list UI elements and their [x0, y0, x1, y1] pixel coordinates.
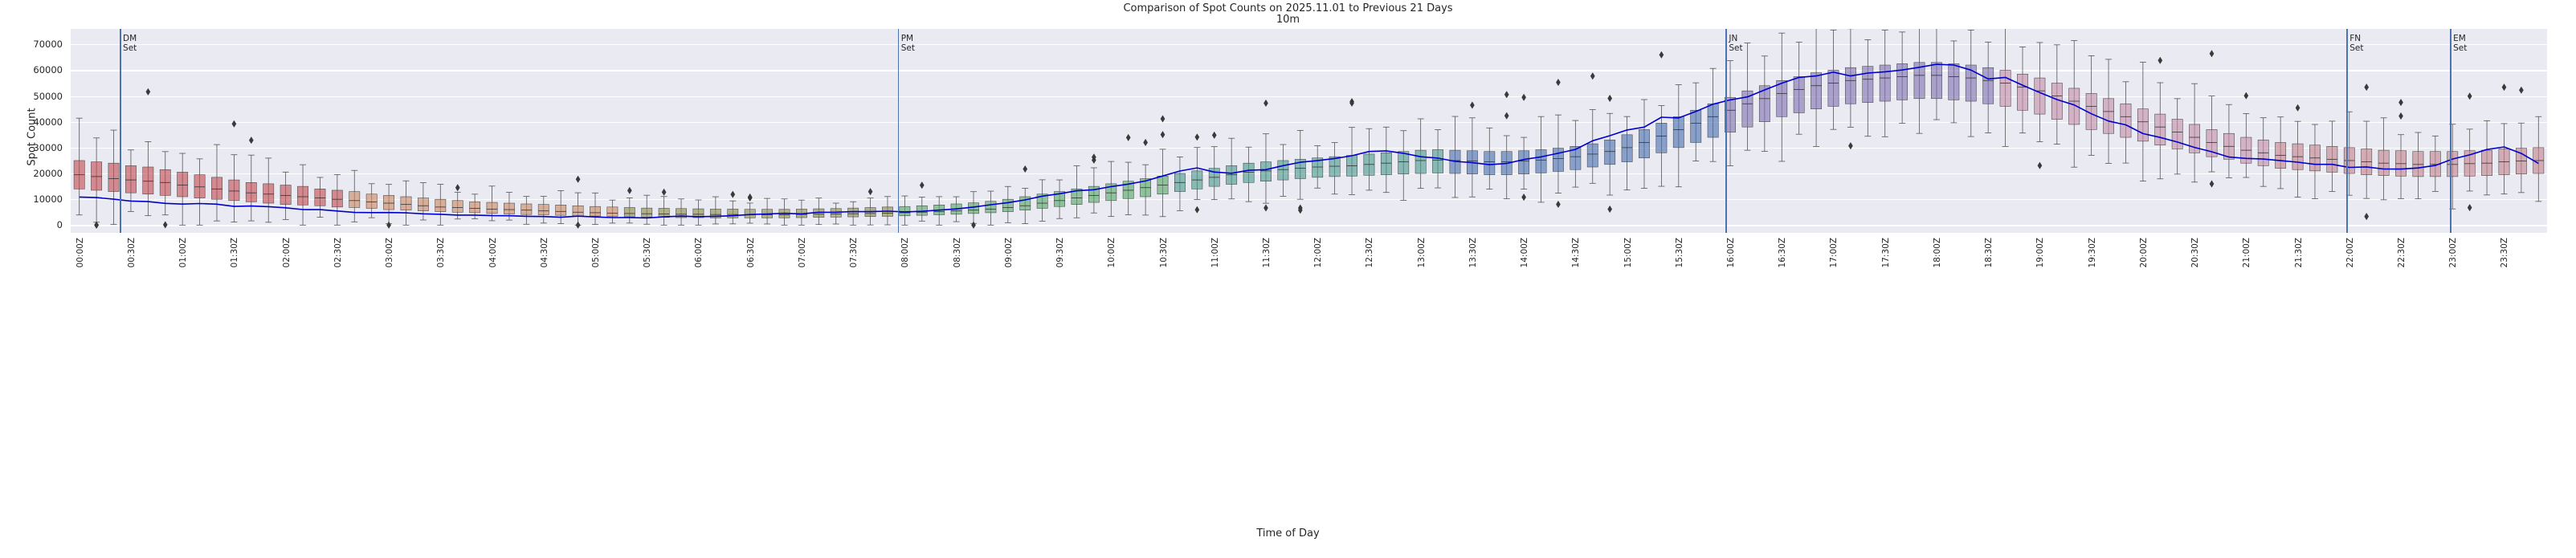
x-tick-label: 01:00Z — [178, 238, 189, 268]
x-tick-label: 04:30Z — [539, 238, 549, 268]
gridline — [71, 199, 2547, 201]
event-line-dm — [120, 29, 121, 233]
x-tick-label: 20:00Z — [2138, 238, 2149, 268]
y-tick-label: 20000 — [33, 168, 63, 180]
chart-title: Comparison of Spot Counts on 2025.11.01 … — [1123, 2, 1453, 14]
event-line-pm — [897, 29, 900, 233]
plot-area — [71, 29, 2547, 233]
x-tick-label: 02:00Z — [281, 238, 292, 268]
y-tick-label: 70000 — [33, 39, 63, 51]
x-tick-label: 22:00Z — [2345, 238, 2355, 268]
x-tick-label: 02:30Z — [333, 238, 343, 268]
event-label-em: EM Set — [2453, 34, 2468, 53]
x-tick-label: 20:30Z — [2190, 238, 2201, 268]
x-tick-label: 00:00Z — [75, 238, 85, 268]
gridline — [71, 96, 2547, 97]
gridline — [71, 147, 2547, 149]
event-label-fn: FN Set — [2349, 34, 2364, 53]
event-line-fn — [2346, 29, 2348, 233]
x-tick-label: 16:30Z — [1778, 238, 1788, 268]
x-tick-label: 12:00Z — [1313, 238, 1324, 268]
event-label-dm: DM Set — [123, 34, 137, 53]
x-tick-label: 11:30Z — [1261, 238, 1272, 268]
x-tick-label: 05:30Z — [643, 238, 653, 268]
x-tick-label: 09:00Z — [1003, 238, 1014, 268]
event-label-jn: JN Set — [1729, 34, 1743, 53]
y-tick-label: 0 — [56, 219, 63, 231]
x-tick-label: 15:30Z — [1674, 238, 1684, 268]
gridline — [71, 173, 2547, 175]
x-tick-label: 18:30Z — [1984, 238, 1994, 268]
gridline — [71, 44, 2547, 46]
event-line-em — [2450, 29, 2451, 233]
x-tick-label: 13:30Z — [1468, 238, 1478, 268]
y-tick-label: 50000 — [33, 90, 63, 102]
x-tick-label: 23:00Z — [2448, 238, 2459, 268]
x-tick-label: 17:30Z — [1880, 238, 1891, 268]
gridline — [71, 121, 2547, 123]
x-tick-label: 13:00Z — [1416, 238, 1427, 268]
x-tick-label: 00:30Z — [126, 238, 137, 268]
x-tick-label: 10:00Z — [1107, 238, 1117, 268]
x-tick-label: 19:00Z — [2035, 238, 2046, 268]
x-tick-label: 16:00Z — [1726, 238, 1737, 268]
x-tick-label: 21:30Z — [2293, 238, 2304, 268]
x-tick-label: 05:00Z — [590, 238, 601, 268]
x-tick-label: 04:00Z — [488, 238, 498, 268]
x-tick-label: 19:30Z — [2087, 238, 2097, 268]
event-line-jn — [1725, 29, 1727, 233]
x-tick-label: 09:30Z — [1055, 238, 1066, 268]
gridline — [71, 225, 2547, 226]
x-tick-label: 03:30Z — [436, 238, 447, 268]
x-tick-label: 14:30Z — [1571, 238, 1582, 268]
x-tick-label: 22:30Z — [2397, 238, 2407, 268]
chart-subtitle: 10m — [1276, 14, 1300, 26]
x-axis-label: Time of Day — [1256, 527, 1320, 540]
x-tick-label: 14:00Z — [1520, 238, 1530, 268]
y-tick-label: 40000 — [33, 116, 63, 128]
x-tick-label: 21:00Z — [2242, 238, 2252, 268]
x-tick-label: 07:30Z — [849, 238, 859, 268]
y-tick-label: 10000 — [33, 193, 63, 206]
gridline — [71, 70, 2547, 71]
x-tick-label: 03:00Z — [385, 238, 395, 268]
x-tick-label: 15:00Z — [1623, 238, 1633, 268]
x-tick-label: 10:30Z — [1158, 238, 1169, 268]
event-label-pm: PM Set — [900, 34, 915, 53]
x-tick-label: 18:00Z — [1932, 238, 1942, 268]
x-tick-label: 07:00Z — [797, 238, 807, 268]
y-tick-label: 30000 — [33, 141, 63, 153]
x-tick-label: 06:30Z — [745, 238, 756, 268]
x-tick-label: 17:00Z — [1829, 238, 1839, 268]
x-tick-label: 08:00Z — [900, 238, 911, 268]
x-tick-label: 23:30Z — [2500, 238, 2510, 268]
x-tick-label: 11:00Z — [1210, 238, 1220, 268]
x-tick-label: 06:00Z — [694, 238, 704, 268]
x-tick-label: 12:30Z — [1365, 238, 1375, 268]
x-tick-label: 08:30Z — [952, 238, 962, 268]
x-tick-label: 01:30Z — [230, 238, 240, 268]
y-tick-label: 60000 — [33, 64, 63, 76]
boxplot-series — [73, 29, 2545, 229]
